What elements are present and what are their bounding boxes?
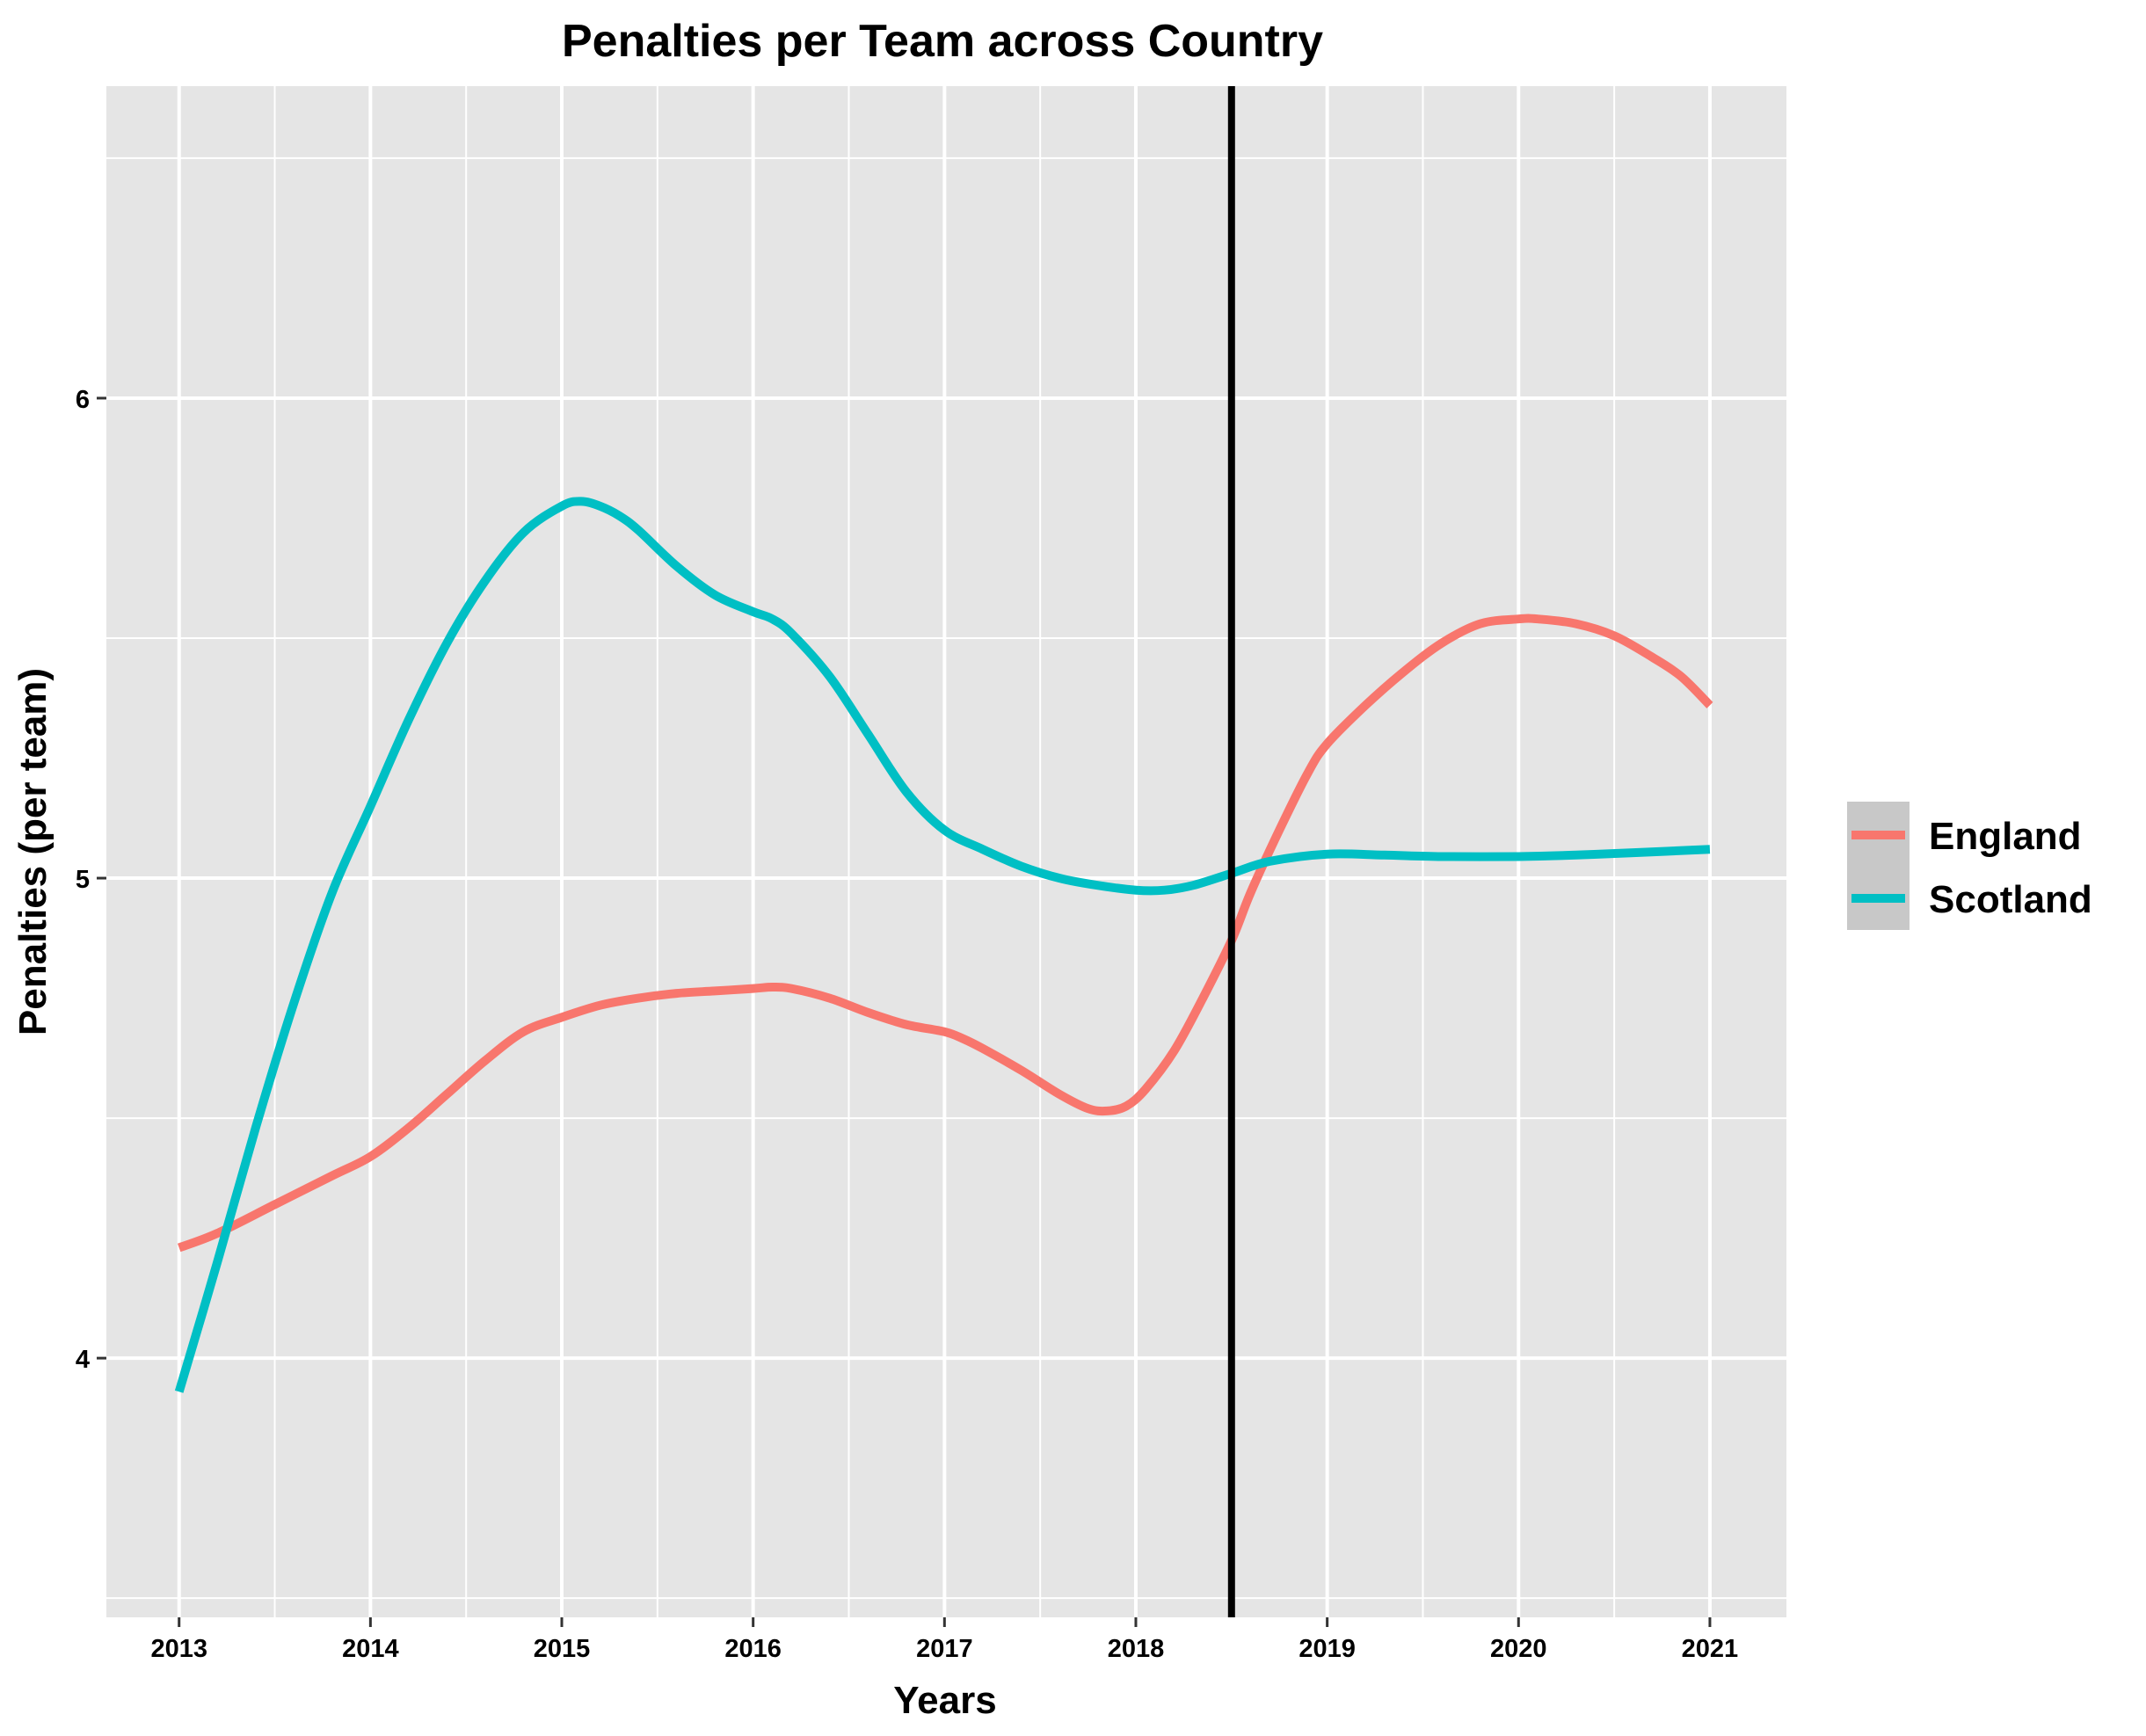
x-tick-label: 2013 xyxy=(150,1635,207,1663)
y-tick-label: 5 xyxy=(76,866,90,894)
major-gridlines xyxy=(106,86,1786,1617)
x-tick-label: 2019 xyxy=(1299,1635,1356,1663)
x-axis: 2013 2014 2015 2016 2017 2018 2019 2020 2021 xyxy=(150,1617,1738,1663)
x-tick-label: 2015 xyxy=(534,1635,591,1663)
legend-label-scotland: Scotland xyxy=(1929,878,2092,921)
plot-panel xyxy=(106,86,1786,1617)
y-tick-label: 6 xyxy=(76,386,90,414)
series-lines xyxy=(174,497,1713,1393)
x-tick-label: 2016 xyxy=(724,1635,782,1663)
y-axis-title: Penalties (per team) xyxy=(11,668,55,1035)
chart-title: Penalties per Team across Country xyxy=(562,16,1323,67)
legend: England Scotland xyxy=(1847,802,2092,930)
x-tick-label: 2014 xyxy=(342,1635,399,1663)
y-axis: 4 5 6 xyxy=(76,386,106,1374)
legend-keys-background xyxy=(1847,802,1910,930)
x-tick-label: 2017 xyxy=(916,1635,973,1663)
x-axis-title: Years xyxy=(893,1679,996,1722)
y-tick-label: 4 xyxy=(76,1346,90,1374)
series-line-england xyxy=(177,614,1713,1253)
x-tick-label: 2018 xyxy=(1108,1635,1165,1663)
series-line-scotland xyxy=(174,497,1711,1393)
x-tick-label: 2020 xyxy=(1490,1635,1547,1663)
legend-label-england: England xyxy=(1929,815,2082,858)
x-tick-label: 2021 xyxy=(1682,1635,1739,1663)
